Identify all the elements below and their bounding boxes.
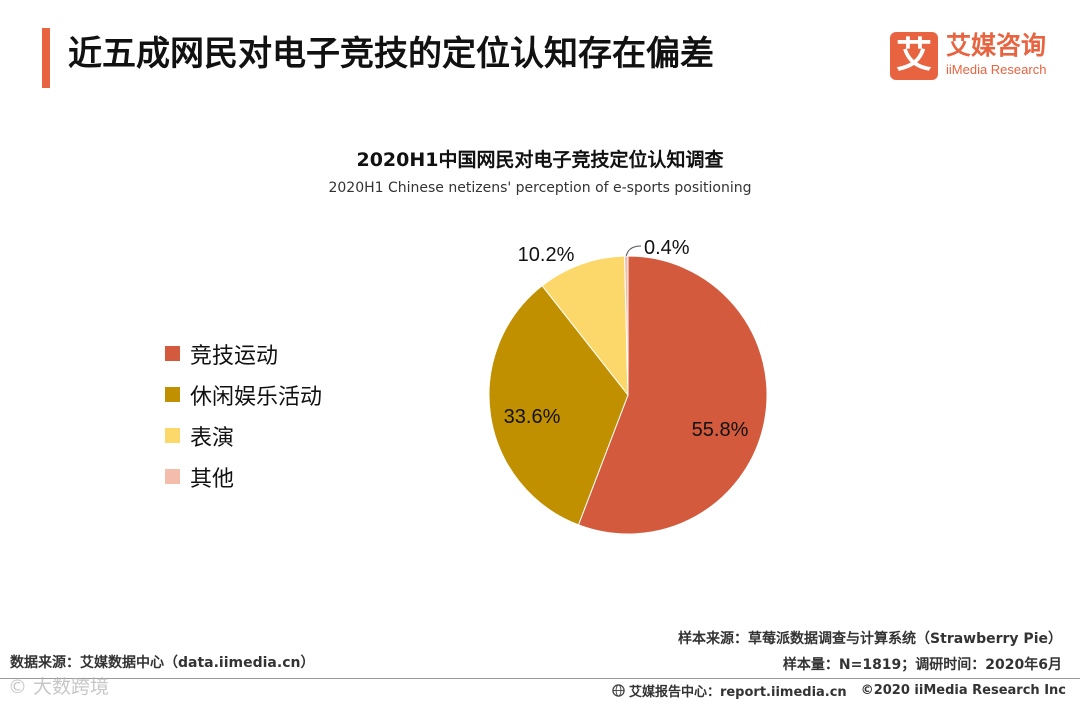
logo-text-en: iiMedia Research (946, 62, 1047, 77)
footer-credits: 艾媒报告中心：report.iimedia.cn ©2020 iiMedia R… (612, 681, 1066, 700)
data-label: 10.2% (518, 244, 575, 266)
page-title: 近五成网民对电子竞技的定位认知存在偏差 (68, 34, 714, 74)
logo-text-cn: 艾媒咨询 (946, 31, 1047, 60)
legend-label: 表演 (190, 425, 235, 451)
logo-mark: 艾 (890, 32, 938, 80)
data-source: 数据来源：艾媒数据中心（data.iimedia.cn） (10, 655, 315, 671)
report-center: 艾媒报告中心：report.iimedia.cn (628, 685, 847, 700)
legend-swatch (165, 387, 180, 402)
pie-slice (623, 255, 629, 396)
iimedia-logo: 艾 艾媒咨询 iiMedia Research (884, 30, 1064, 84)
copyright: ©2020 iiMedia Research Inc (860, 683, 1066, 698)
legend-label: 其他 (190, 466, 235, 492)
legend-item: 竞技运动 (165, 333, 322, 374)
data-label: 55.8% (692, 419, 749, 441)
watermark: © 大数跨境 (8, 676, 110, 698)
sample-source: 样本来源：草莓派数据调查与计算系统（Strawberry Pie） (678, 631, 1062, 647)
legend-item: 休闲娱乐活动 (165, 374, 322, 415)
title-accent-bar (42, 28, 50, 88)
globe-icon (612, 684, 625, 697)
legend-label: 竞技运动 (190, 343, 279, 369)
legend-label: 休闲娱乐活动 (190, 384, 323, 410)
legend-item: 其他 (165, 456, 322, 497)
chart-title: 2020H1中国网民对电子竞技定位认知调查 (356, 149, 724, 171)
pie-chart: 55.8% 33.6% 10.2% 0.4% (488, 237, 768, 535)
legend-item: 表演 (165, 415, 322, 456)
data-label: 0.4% (644, 237, 690, 259)
pie-slice (488, 285, 629, 526)
chart-subtitle: 2020H1 Chinese netizens' perception of e… (328, 180, 752, 196)
legend-swatch (165, 469, 180, 484)
data-label: 33.6% (504, 406, 561, 428)
pie-slice (577, 255, 768, 535)
sample-info: 样本量：N=1819；调研时间：2020年6月 (782, 657, 1062, 673)
legend-swatch (165, 346, 180, 361)
legend-swatch (165, 428, 180, 443)
pie-slice (541, 255, 629, 397)
footer-divider (0, 678, 1080, 679)
chart-legend: 竞技运动休闲娱乐活动 表演其他 (165, 333, 322, 497)
leader-line (625, 245, 642, 257)
